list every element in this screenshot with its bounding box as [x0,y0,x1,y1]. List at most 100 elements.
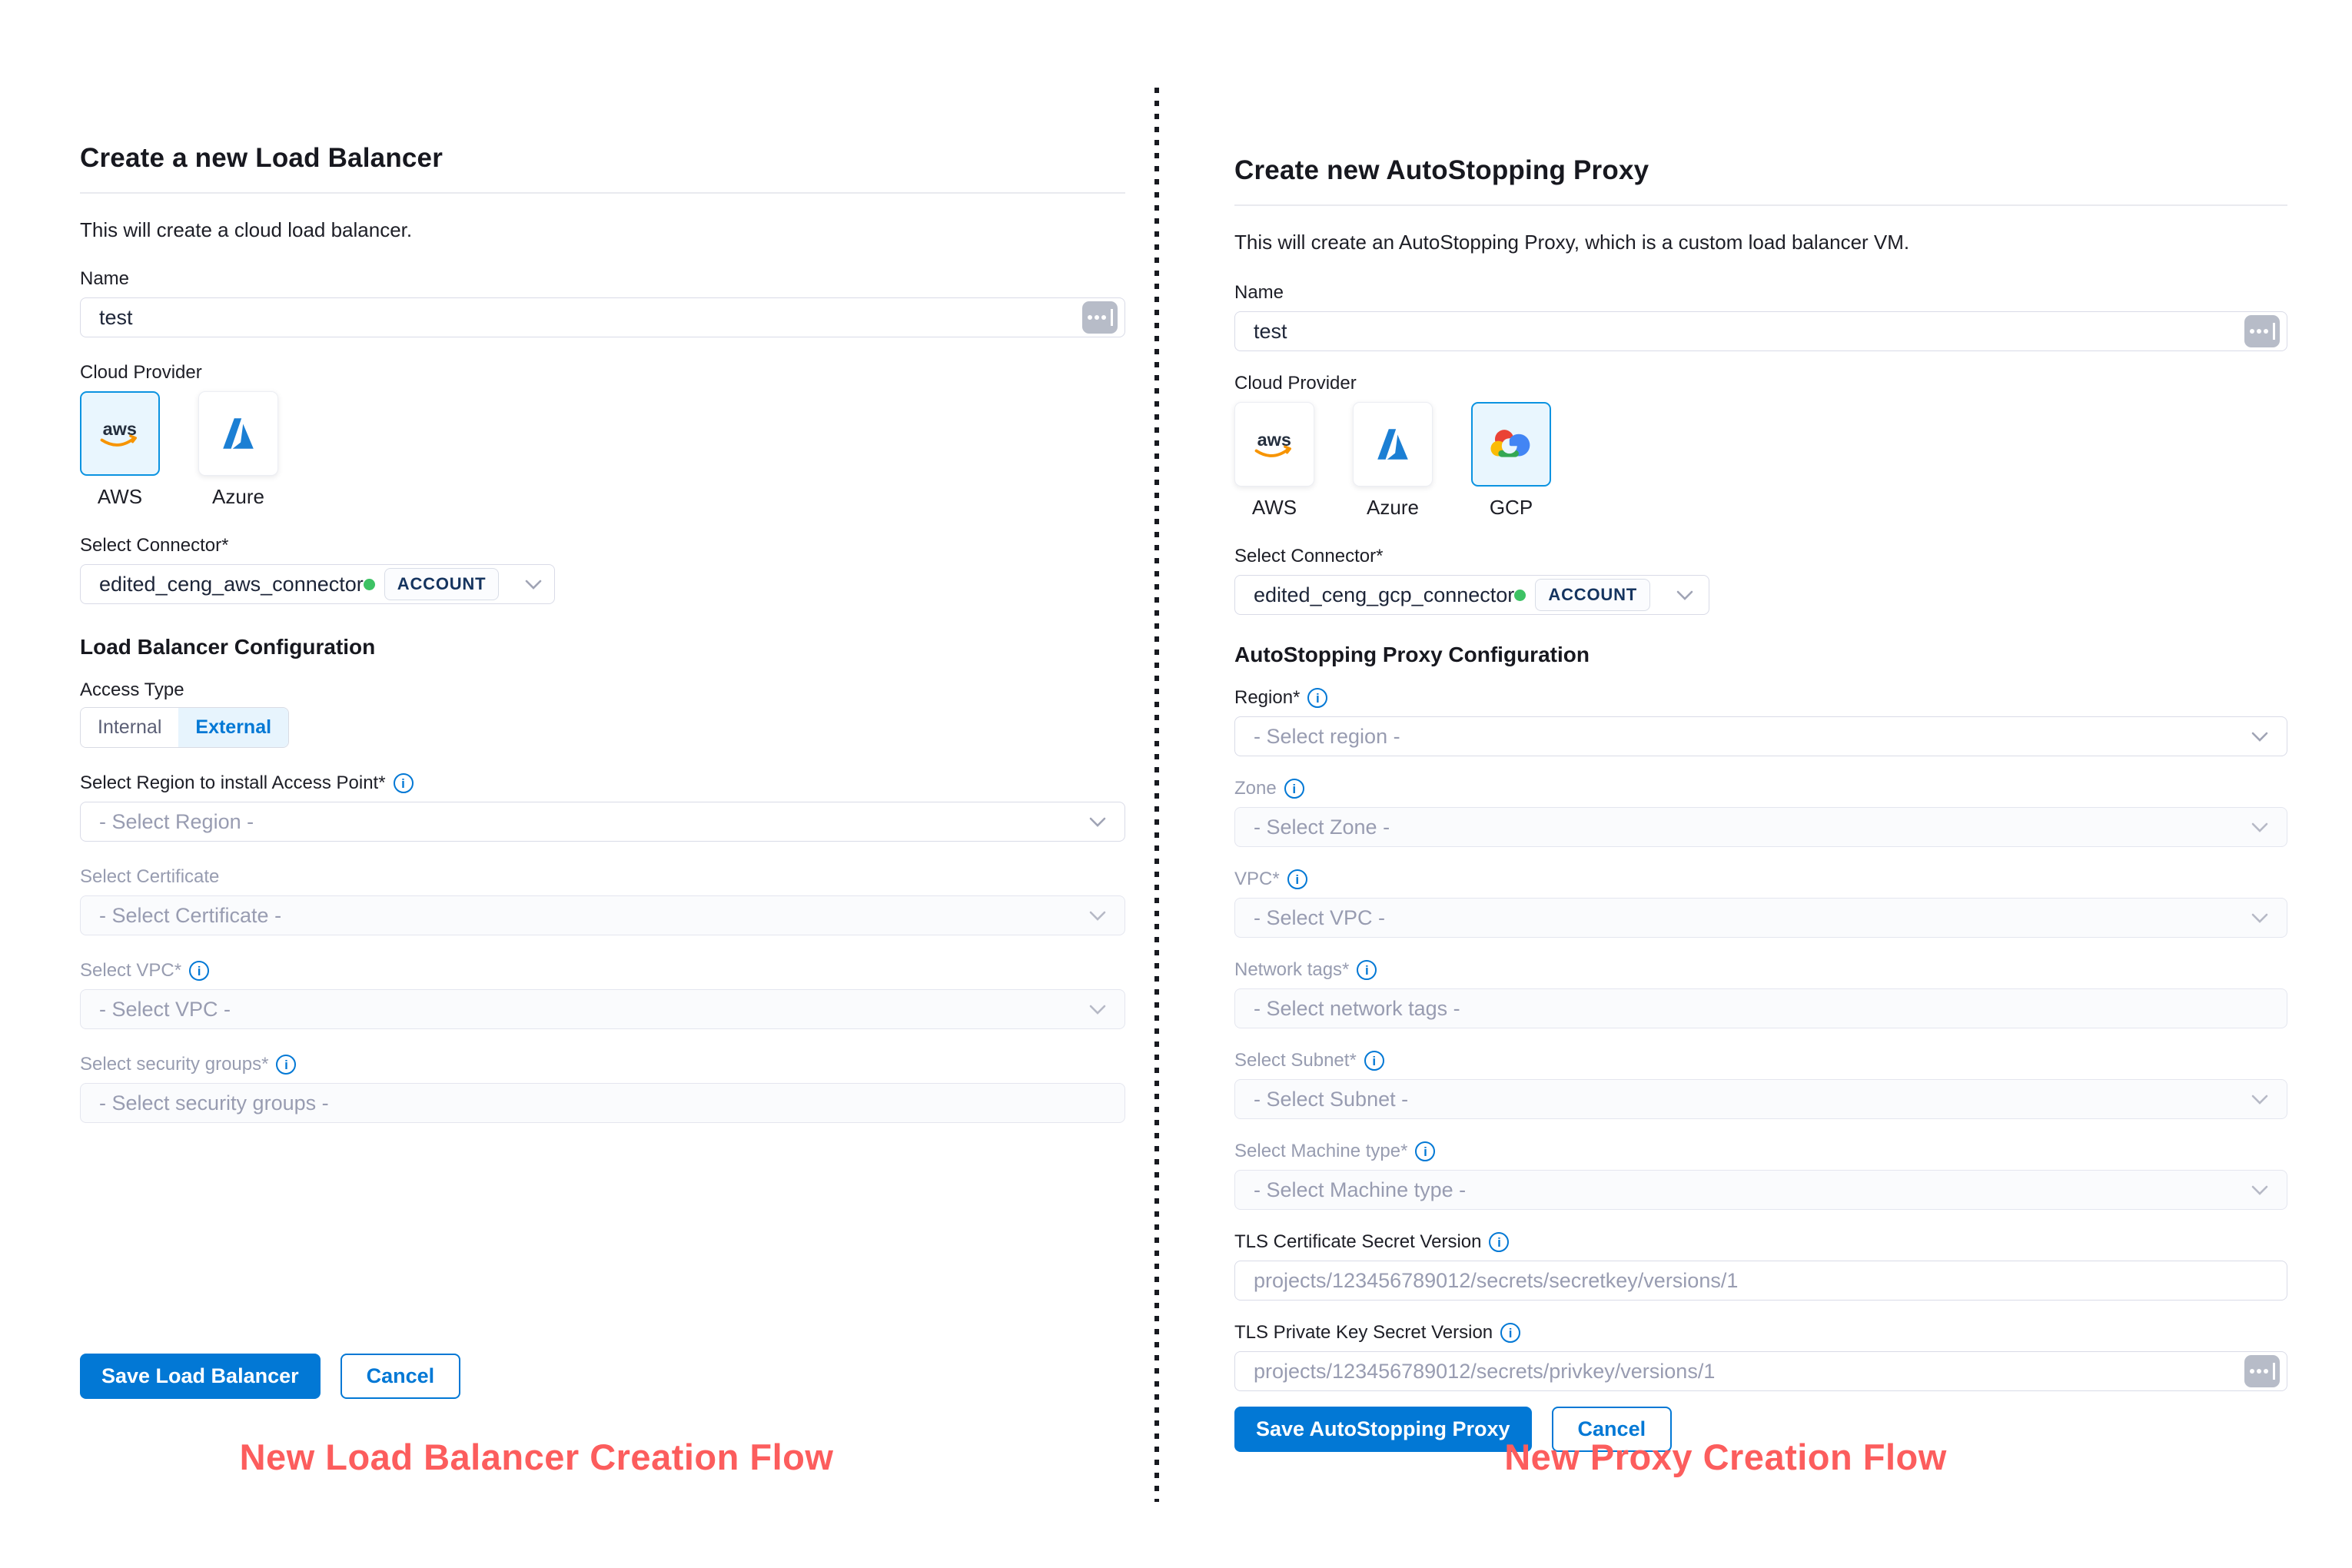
provider-card-azure[interactable] [1353,402,1433,487]
access-type-internal[interactable]: Internal [81,708,179,747]
machine-type-label: Select Machine type* [1234,1141,1408,1161]
info-icon[interactable]: i [1307,688,1328,708]
cancel-button[interactable]: Cancel [340,1354,461,1399]
chevron-down-icon [2251,732,2268,742]
expression-toggle-icon[interactable] [1082,301,1118,334]
connector-select[interactable]: edited_ceng_gcp_connector ACCOUNT [1234,575,1709,615]
vpc-select[interactable]: - Select VPC - [80,989,1125,1029]
cloud-provider-cards: aws [80,391,1125,476]
info-icon[interactable]: i [393,773,414,793]
region-label: Region* [1234,687,1301,708]
chevron-down-icon [1676,590,1693,600]
connector-select[interactable]: edited_ceng_aws_connector ACCOUNT [80,564,555,604]
region-label: Select Region to install Access Point* [80,772,386,793]
form-actions: Save Load Balancer Cancel [80,1354,1125,1399]
tls-cert-field [1234,1261,2287,1301]
info-icon[interactable]: i [1415,1141,1436,1161]
info-icon[interactable]: i [1489,1232,1510,1252]
panel-description: This will create a cloud load balancer. [80,218,413,241]
save-load-balancer-button[interactable]: Save Load Balancer [80,1354,321,1399]
aws-logo-icon: aws [1254,430,1291,457]
cloud-provider-label: Cloud Provider [80,362,202,383]
info-icon[interactable]: i [1357,960,1377,980]
zone-label: Zone [1234,778,1277,799]
tls-key-field [1234,1351,2287,1391]
provider-label-gcp: GCP [1489,496,1533,519]
provider-card-gcp[interactable] [1471,402,1551,487]
connector-status-dot [1514,589,1526,601]
name-label: Name [1234,282,1284,303]
connector-label: Select Connector* [80,535,229,556]
panel-description: This will create an AutoStopping Proxy, … [1234,231,1910,254]
chevron-down-icon [526,580,542,590]
network-tags-label: Network tags* [1234,959,1350,980]
provider-label-aws: AWS [97,485,143,508]
name-label: Name [80,268,130,289]
config-section-heading: AutoStopping Proxy Configuration [1234,643,1590,666]
load-balancer-form-panel: Create a new Load Balancer This will cre… [80,0,1125,1568]
account-scope-badge: ACCOUNT [1535,579,1650,611]
chevron-down-icon [1089,1005,1106,1015]
access-type-toggle: Internal External [80,707,290,748]
connector-label: Select Connector* [1234,546,1384,566]
security-groups-input[interactable]: - Select security groups - [80,1083,1125,1123]
region-select[interactable]: - Select Region - [80,802,1125,842]
title-divider [80,192,1125,194]
info-icon[interactable]: i [276,1055,297,1075]
certificate-select[interactable]: - Select Certificate - [80,895,1125,935]
vpc-label: VPC* [1234,869,1280,889]
cancel-button[interactable]: Cancel [1551,1407,1673,1452]
config-section-heading: Load Balancer Configuration [80,635,376,659]
page-title: Create new AutoStopping Proxy [1234,155,1649,185]
subnet-label: Select Subnet* [1234,1050,1357,1071]
access-type-external[interactable]: External [178,708,289,747]
zone-select[interactable]: - Select Zone - [1234,807,2287,847]
provider-label-azure: Azure [212,485,264,508]
info-icon[interactable]: i [1500,1323,1521,1343]
info-icon[interactable]: i [189,961,210,981]
info-icon[interactable]: i [1287,869,1307,889]
chevron-down-icon [2251,913,2268,923]
info-icon[interactable]: i [1364,1051,1384,1071]
account-scope-badge: ACCOUNT [384,568,500,600]
region-select[interactable]: - Select region - [1234,716,2287,756]
network-tags-input[interactable]: - Select network tags - [1234,988,2287,1028]
provider-card-aws[interactable]: aws [80,391,160,476]
flow-caption: New Load Balancer Creation Flow [239,1437,834,1477]
flow-caption: New Proxy Creation Flow [1504,1437,1947,1477]
expression-toggle-icon[interactable] [2244,315,2280,347]
chevron-down-icon [2251,1095,2268,1105]
tls-key-label: TLS Private Key Secret Version [1234,1322,1493,1343]
connector-value: edited_ceng_aws_connector [99,572,364,596]
info-icon[interactable]: i [1284,779,1304,799]
expression-toggle-icon[interactable] [2244,1355,2280,1387]
provider-label-aws: AWS [1251,496,1297,519]
machine-type-select[interactable]: - Select Machine type - [1234,1170,2287,1210]
cloud-provider-cards: aws [1234,402,2287,487]
certificate-label: Select Certificate [80,866,220,887]
cloud-provider-card-labels: AWS Azure GCP [1234,496,2287,520]
aws-logo-icon: aws [100,419,137,447]
vpc-label: Select VPC* [80,960,182,981]
azure-logo-icon [1377,429,1408,460]
chevron-down-icon [1089,817,1106,827]
name-input[interactable] [1234,311,2287,351]
autostopping-proxy-form-panel: Create new AutoStopping Proxy This will … [1234,0,2287,1568]
page-title: Create a new Load Balancer [80,143,443,173]
azure-logo-icon [223,418,254,449]
connector-status-dot [363,578,375,590]
save-autostopping-proxy-button[interactable]: Save AutoStopping Proxy [1234,1407,1532,1452]
tls-cert-input[interactable] [1234,1261,2287,1301]
subnet-select[interactable]: - Select Subnet - [1234,1079,2287,1119]
name-input[interactable] [80,297,1125,337]
name-field [80,297,1125,337]
gcp-logo-icon [1490,430,1530,457]
connector-value: edited_ceng_gcp_connector [1254,583,1515,606]
cloud-provider-card-labels: AWS Azure [80,485,1125,509]
tls-key-input[interactable] [1234,1351,2287,1391]
vpc-select[interactable]: - Select VPC - [1234,898,2287,938]
provider-card-aws[interactable]: aws [1234,402,1314,487]
provider-card-azure[interactable] [198,391,278,476]
chevron-down-icon [2251,1185,2268,1195]
cloud-provider-label: Cloud Provider [1234,373,1357,394]
